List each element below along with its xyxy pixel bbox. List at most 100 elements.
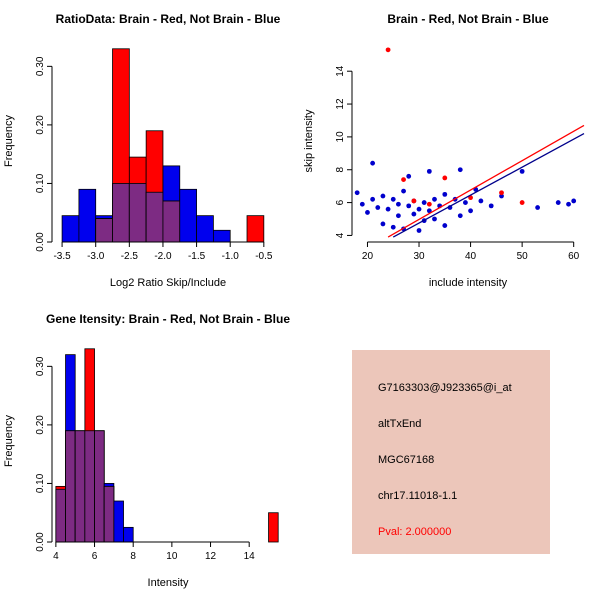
scatter-point bbox=[426, 201, 432, 207]
ratio-histogram-title: RatioData: Brain - Red, Not Brain - Blue bbox=[55, 12, 281, 26]
y-tick-label: 0.20 bbox=[35, 115, 46, 135]
histogram-bar bbox=[162, 200, 181, 243]
ratio-histogram-plot: -3.5 -3.0 -2.5 -2.0 -1.5 -1.0 -0.5 0.00 0.10 0.20… bbox=[3, 48, 273, 289]
ratio-histogram-panel: RatioData: Brain - Red, Not Brain - Blue… bbox=[0, 0, 300, 300]
scatter-point bbox=[390, 196, 396, 202]
histogram-bar bbox=[95, 218, 113, 243]
scatter-point bbox=[432, 216, 437, 222]
histogram-bar bbox=[78, 188, 97, 243]
gene-symbol-text: MGC67168 bbox=[378, 454, 435, 466]
histogram-bar bbox=[61, 215, 80, 243]
y-tick-label: 4 bbox=[335, 232, 346, 238]
x-tick-label: 6 bbox=[92, 551, 98, 562]
x-tick-label: -1.5 bbox=[188, 251, 206, 262]
scatter-point bbox=[416, 206, 422, 212]
scatter-point bbox=[396, 213, 401, 219]
y-tick-label: 8 bbox=[335, 167, 346, 173]
scatter-point bbox=[401, 177, 406, 182]
scatter-point bbox=[370, 196, 376, 202]
scatter-point bbox=[354, 190, 360, 196]
x-tick-label: -2.0 bbox=[154, 251, 172, 262]
histogram-bar bbox=[112, 183, 130, 243]
histogram-bar bbox=[55, 488, 66, 543]
scatter-point bbox=[457, 213, 463, 219]
histogram-bar bbox=[65, 430, 76, 543]
scatter-point bbox=[519, 200, 525, 205]
scatter-point bbox=[390, 224, 396, 230]
y-tick-label: 0.10 bbox=[35, 473, 46, 493]
y-axis-label: Frequency bbox=[3, 415, 15, 467]
scatter-point bbox=[385, 47, 391, 53]
scatter-point bbox=[535, 205, 540, 210]
histogram-bar bbox=[94, 430, 105, 543]
x-tick-label: 4 bbox=[53, 551, 59, 562]
pval-text: Pval: 2.000000 bbox=[378, 526, 452, 538]
x-tick-label: -1.0 bbox=[222, 251, 240, 262]
histogram-bar bbox=[123, 526, 134, 543]
y-tick-label: 0.00 bbox=[35, 532, 46, 552]
scatter-point bbox=[571, 198, 577, 204]
x-tick-label: 20 bbox=[362, 251, 374, 262]
scatter-point bbox=[385, 206, 391, 212]
scatter-point bbox=[478, 198, 484, 204]
not-brain-fit-line bbox=[392, 133, 585, 238]
chromosome-location-text: chr17.11018-1.1 bbox=[378, 490, 458, 502]
scatter-point bbox=[411, 198, 417, 204]
x-tick-label: -2.5 bbox=[121, 251, 139, 262]
y-tick-label: 0.30 bbox=[35, 56, 46, 76]
x-axis-label: include intensity bbox=[429, 277, 508, 289]
y-axis-label: skip intensity bbox=[303, 109, 315, 172]
scatter-point bbox=[555, 200, 561, 205]
y-tick-label: 6 bbox=[335, 199, 346, 205]
scatter-point bbox=[499, 193, 504, 199]
histogram-bar bbox=[74, 430, 86, 543]
scatter-point bbox=[406, 173, 412, 179]
scatter-point bbox=[442, 175, 448, 181]
scatter-point bbox=[519, 168, 525, 174]
y-axis-label: Frequency bbox=[3, 115, 15, 167]
histogram-bar bbox=[103, 485, 115, 543]
scatter-point bbox=[442, 223, 448, 228]
histogram-bar bbox=[113, 500, 124, 543]
scatter-point bbox=[380, 193, 386, 199]
histogram-bar bbox=[179, 188, 197, 243]
x-axis-label: Intensity bbox=[148, 577, 189, 589]
scatter-point bbox=[359, 201, 365, 207]
gene-histogram-panel: Gene Itensity: Brain - Red, Not Brain - … bbox=[0, 300, 300, 600]
x-tick-label: -3.5 bbox=[53, 251, 71, 262]
y-tick-label: 0.20 bbox=[35, 415, 46, 435]
scatter-point bbox=[370, 160, 376, 166]
scatter-point bbox=[411, 211, 417, 217]
scatter-point bbox=[432, 196, 437, 202]
scatter-point bbox=[406, 203, 412, 209]
x-tick-label: 50 bbox=[517, 251, 529, 262]
gene-info-panel: G7163303@J923365@i_at altTxEnd MGC67168 … bbox=[300, 300, 600, 600]
intensity-scatter-plot: 20 30 40 50 60 4 6 8 10 12 14 include intensity skip… bbox=[303, 47, 585, 289]
x-tick-label: 60 bbox=[568, 251, 580, 262]
histogram-bar bbox=[212, 229, 231, 243]
scatter-point bbox=[421, 200, 427, 205]
scatter-point bbox=[396, 201, 401, 207]
gene-histogram-title: Gene Itensity: Brain - Red, Not Brain - … bbox=[45, 312, 291, 326]
scatter-point bbox=[566, 201, 571, 207]
y-tick-label: 12 bbox=[335, 98, 346, 110]
scatter-point bbox=[488, 203, 494, 209]
scatter-point bbox=[457, 167, 463, 173]
x-tick-label: 14 bbox=[244, 551, 256, 562]
x-tick-label: -3.0 bbox=[87, 251, 105, 262]
histogram-bar bbox=[246, 215, 265, 243]
scatter-point bbox=[426, 208, 432, 214]
intensity-scatter-panel: Brain - Red, Not Brain - Blue 20 30 40 50 60… bbox=[300, 0, 600, 300]
probe-id-text: G7163303@J923365@i_at bbox=[378, 382, 512, 394]
x-axis-label: Log2 Ratio Skip/Include bbox=[110, 277, 226, 289]
y-tick-label: 14 bbox=[335, 65, 346, 77]
scatter-point bbox=[468, 208, 473, 214]
histogram-bar bbox=[196, 215, 214, 243]
x-tick-label: 10 bbox=[166, 551, 178, 562]
x-tick-label: 40 bbox=[465, 251, 477, 262]
event-type-text: altTxEnd bbox=[378, 418, 422, 430]
histogram-bar bbox=[145, 191, 164, 243]
scatter-point bbox=[442, 191, 448, 197]
scatter-point bbox=[365, 210, 370, 215]
